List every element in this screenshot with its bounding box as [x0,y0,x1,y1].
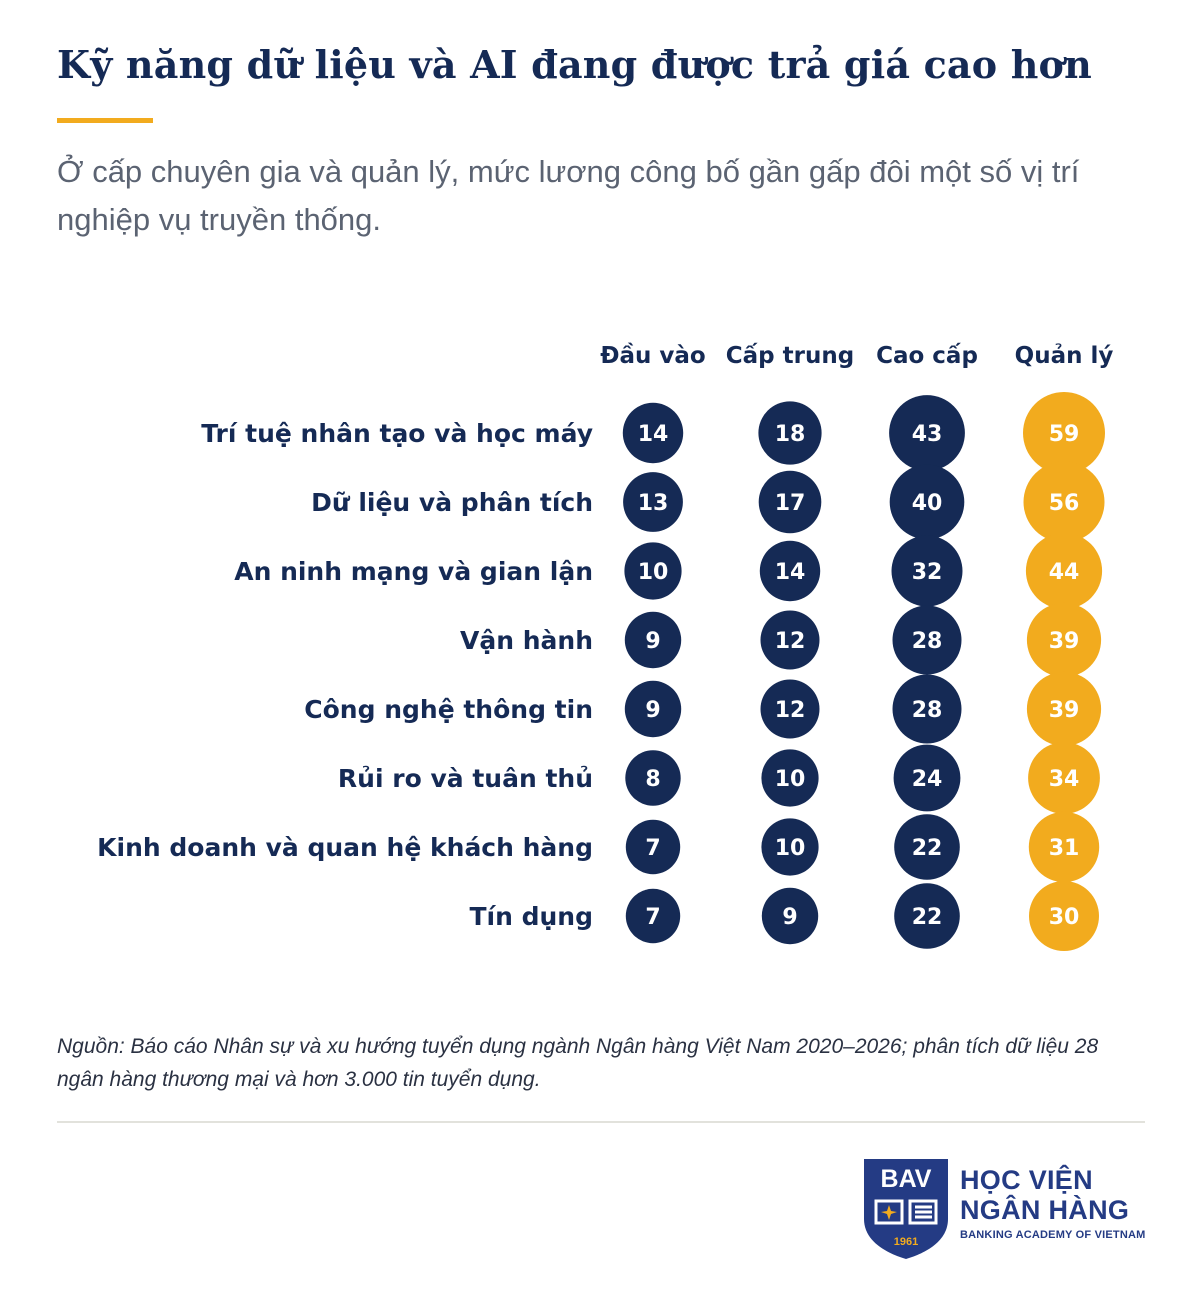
bubble-cap-trung [758,470,822,534]
chart-title: Kỹ năng dữ liệu và AI đang được trả giá … [57,42,1092,87]
logo: BAV 1961 HỌC VIỆN NGÂN HÀNG BANKING ACAD… [862,1157,1152,1261]
logo-abbr: BAV [881,1165,932,1193]
bubble-value-label: 28 [912,698,943,723]
bubble-chart: Đầu vào Cấp trung Cao cấp Quản lý Trí tuệ nh… [97,342,1114,951]
logo-year: 1961 [894,1236,918,1248]
bubble-cap-trung [758,401,822,465]
bubble-value-label: 18 [775,422,806,447]
bubble-value-label: 10 [775,836,806,861]
column-header-quan-ly: Quản lý [1015,343,1114,369]
chart-subtitle: Ở cấp chuyên gia và quản lý, mức lương c… [57,154,1080,237]
bubble-cap-trung [759,540,821,602]
bubble-value-label: 56 [1049,491,1080,516]
bubble-cao-cap [893,744,961,812]
bubble-value-label: 40 [912,491,943,516]
bubble-cao-cap [889,464,965,540]
bubble-dau-vao [624,542,682,600]
bav-shield-icon: BAV 1961 [864,1159,948,1259]
bubble-cap-trung [761,887,819,945]
bubble-value-label: 28 [912,629,943,654]
bubble-value-label: 30 [1049,905,1080,930]
bubble-dau-vao [623,472,683,532]
column-header-cao-cap: Cao cấp [876,342,978,369]
row-label: Kinh doanh và quan hệ khách hàng [97,833,593,862]
bubble-value-label: 9 [645,629,660,654]
bubble-value-label: 10 [775,767,806,792]
bubble-value-label: 7 [645,836,660,861]
bubble-dau-vao [624,680,682,738]
bubble-value-label: 17 [775,491,806,516]
bubble-value-label: 13 [638,491,669,516]
row-label: Công nghệ thông tin [304,695,593,724]
logo-name-line1: HỌC VIỆN [960,1165,1093,1195]
bubble-quan-ly [1023,461,1105,543]
bubble-cap-trung [760,679,820,739]
bubble-value-label: 9 [782,905,797,930]
logo-tagline: BANKING ACADEMY OF VIETNAM [960,1229,1146,1241]
row-label: Vận hành [460,626,593,655]
bubble-quan-ly [1028,742,1100,814]
source-note: Nguồn: Báo cáo Nhân sự và xu hướng tuyển… [57,1035,1099,1091]
bubble-cao-cap [892,674,962,744]
bubble-value-label: 59 [1049,422,1080,447]
bubble-cao-cap [894,814,960,880]
bubble-value-label: 22 [912,836,943,861]
footer-divider [57,1121,1145,1123]
bubble-cao-cap [894,883,960,949]
bubble-value-label: 44 [1049,560,1080,585]
row-label: Rủi ro và tuân thủ [338,764,593,793]
bubble-quan-ly [1026,671,1102,747]
bubble-value-label: 14 [638,422,669,447]
row-label: Tín dụng [469,902,593,931]
column-header-dau-vao: Đầu vào [600,342,706,369]
bubble-dau-vao [624,611,682,669]
bubble-value-label: 24 [912,767,943,792]
bubble-value-label: 12 [775,629,806,654]
bubble-cap-trung [760,610,820,670]
column-header-cap-trung: Cấp trung [726,342,854,369]
logo-name-line2: NGÂN HÀNG [960,1195,1130,1225]
bubble-quan-ly [1028,811,1100,883]
bubble-quan-ly [1025,532,1103,610]
row-label: Dữ liệu và phân tích [311,488,593,517]
bubble-value-label: 7 [645,905,660,930]
title-accent-bar [57,118,153,123]
bubble-value-label: 32 [912,560,943,585]
bubble-value-label: 39 [1049,629,1080,654]
bubble-cap-trung [761,818,819,876]
bubble-dau-vao [622,402,684,464]
bubble-value-label: 12 [775,698,806,723]
bubble-value-label: 39 [1049,698,1080,723]
bubble-quan-ly [1023,392,1105,474]
bubble-value-label: 9 [645,698,660,723]
bubble-value-label: 14 [775,560,806,585]
bubble-dau-vao [625,888,681,944]
bubble-quan-ly [1029,881,1099,951]
bubble-cao-cap [891,535,963,607]
bubble-dau-vao [625,819,681,875]
bubble-quan-ly [1026,602,1102,678]
bubble-value-label: 8 [645,767,660,792]
bubble-cap-trung [761,749,819,807]
bubble-dau-vao [625,750,681,806]
bubble-value-label: 10 [638,560,669,585]
bubble-value-label: 31 [1049,836,1080,861]
bubble-cao-cap [892,605,962,675]
star-icon [881,1205,897,1220]
bubble-cao-cap [889,395,965,471]
bubble-value-label: 22 [912,905,943,930]
bubble-value-label: 34 [1049,767,1080,792]
row-label: Trí tuệ nhân tạo và học máy [201,419,593,448]
row-label: An ninh mạng và gian lận [234,557,593,586]
bubble-value-label: 43 [912,422,943,447]
book-icon [874,1199,938,1225]
